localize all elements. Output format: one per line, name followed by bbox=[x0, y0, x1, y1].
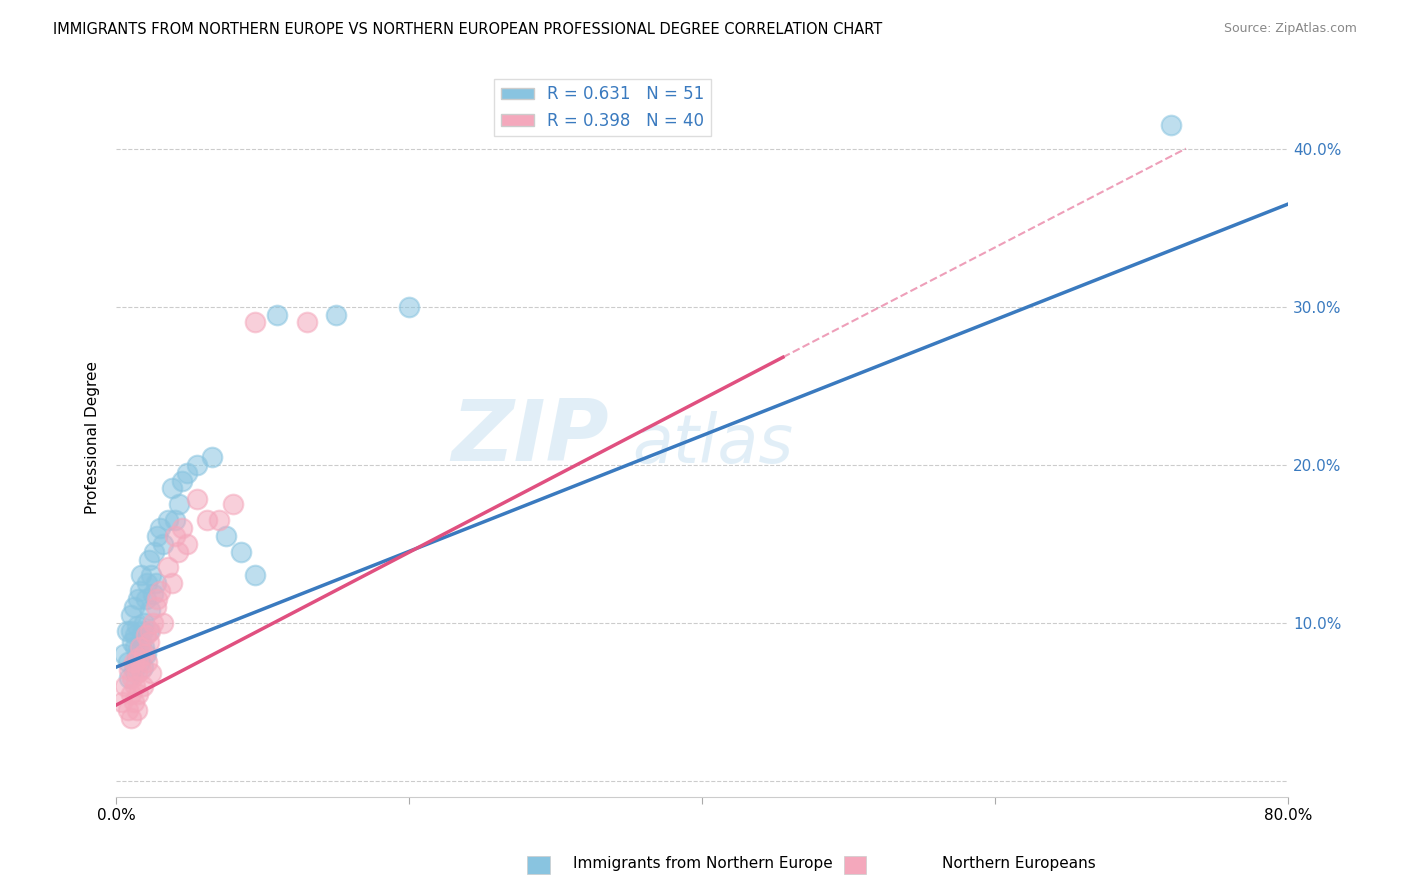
Text: ZIP: ZIP bbox=[451, 395, 609, 478]
Point bbox=[163, 529, 186, 543]
Point bbox=[115, 624, 138, 638]
Point bbox=[156, 513, 179, 527]
Point bbox=[138, 552, 160, 566]
Point bbox=[186, 458, 208, 472]
Point bbox=[149, 584, 172, 599]
Point bbox=[129, 568, 152, 582]
Point bbox=[125, 666, 148, 681]
Point bbox=[127, 650, 149, 665]
Point bbox=[156, 560, 179, 574]
Point bbox=[160, 576, 183, 591]
Point bbox=[112, 648, 135, 662]
Point bbox=[200, 450, 222, 464]
Point bbox=[135, 628, 157, 642]
Point bbox=[139, 603, 162, 617]
Point bbox=[266, 308, 288, 322]
Point bbox=[132, 615, 155, 630]
Point bbox=[295, 315, 318, 329]
Point bbox=[195, 513, 218, 527]
Point bbox=[128, 584, 150, 599]
Point bbox=[125, 619, 148, 633]
Point bbox=[169, 497, 191, 511]
Text: Northern Europeans: Northern Europeans bbox=[942, 856, 1097, 871]
Point bbox=[142, 615, 165, 630]
Point bbox=[146, 592, 169, 607]
Text: atlas: atlas bbox=[633, 411, 793, 477]
Point bbox=[131, 660, 153, 674]
Legend: R = 0.631   N = 51, R = 0.398   N = 40: R = 0.631 N = 51, R = 0.398 N = 40 bbox=[494, 78, 711, 136]
Point bbox=[141, 568, 163, 582]
Point bbox=[143, 544, 166, 558]
Point bbox=[145, 576, 167, 591]
Text: Source: ZipAtlas.com: Source: ZipAtlas.com bbox=[1223, 22, 1357, 36]
Point bbox=[136, 576, 159, 591]
Point bbox=[1160, 118, 1182, 132]
Point bbox=[122, 695, 145, 709]
Point bbox=[125, 703, 148, 717]
Point bbox=[117, 656, 139, 670]
Point bbox=[129, 634, 152, 648]
Point bbox=[120, 711, 142, 725]
Text: Immigrants from Northern Europe: Immigrants from Northern Europe bbox=[574, 856, 832, 871]
Point bbox=[145, 599, 167, 614]
Point bbox=[325, 308, 347, 322]
Point bbox=[152, 537, 174, 551]
Point bbox=[166, 544, 188, 558]
Point bbox=[141, 666, 163, 681]
Point bbox=[121, 671, 143, 685]
Point bbox=[117, 703, 139, 717]
Point bbox=[111, 695, 134, 709]
Point bbox=[245, 568, 267, 582]
Point bbox=[127, 687, 149, 701]
Point bbox=[125, 650, 148, 665]
Point bbox=[172, 521, 194, 535]
Point bbox=[131, 624, 153, 638]
Point bbox=[138, 634, 160, 648]
Point bbox=[127, 592, 149, 607]
Point bbox=[139, 624, 162, 638]
Point bbox=[135, 648, 157, 662]
Point bbox=[129, 663, 152, 677]
Point bbox=[128, 640, 150, 654]
Y-axis label: Professional Degree: Professional Degree bbox=[86, 360, 100, 514]
Point bbox=[176, 537, 198, 551]
Point bbox=[121, 634, 143, 648]
Point bbox=[172, 474, 194, 488]
Point bbox=[135, 592, 157, 607]
Point bbox=[398, 300, 420, 314]
Point bbox=[118, 671, 141, 685]
Point bbox=[120, 687, 142, 701]
Point bbox=[120, 624, 142, 638]
Point bbox=[124, 679, 146, 693]
Point bbox=[124, 640, 146, 654]
Point bbox=[132, 648, 155, 662]
Point bbox=[208, 513, 231, 527]
Point bbox=[122, 656, 145, 670]
Point bbox=[222, 497, 245, 511]
Point bbox=[142, 587, 165, 601]
Point bbox=[127, 644, 149, 658]
Point bbox=[124, 628, 146, 642]
Point bbox=[122, 663, 145, 677]
Point bbox=[215, 529, 238, 543]
Point bbox=[118, 663, 141, 677]
Point bbox=[229, 544, 252, 558]
Point bbox=[160, 482, 183, 496]
Point bbox=[128, 656, 150, 670]
Point bbox=[149, 521, 172, 535]
Point bbox=[132, 640, 155, 654]
Text: IMMIGRANTS FROM NORTHERN EUROPE VS NORTHERN EUROPEAN PROFESSIONAL DEGREE CORRELA: IMMIGRANTS FROM NORTHERN EUROPE VS NORTH… bbox=[53, 22, 883, 37]
Point bbox=[138, 624, 160, 638]
Point bbox=[245, 315, 267, 329]
Point bbox=[114, 679, 136, 693]
Point bbox=[136, 656, 159, 670]
Point bbox=[163, 513, 186, 527]
Point bbox=[186, 492, 208, 507]
Point bbox=[152, 615, 174, 630]
Point bbox=[146, 529, 169, 543]
Point bbox=[176, 466, 198, 480]
Point bbox=[120, 607, 142, 622]
Point bbox=[131, 679, 153, 693]
Point bbox=[122, 599, 145, 614]
